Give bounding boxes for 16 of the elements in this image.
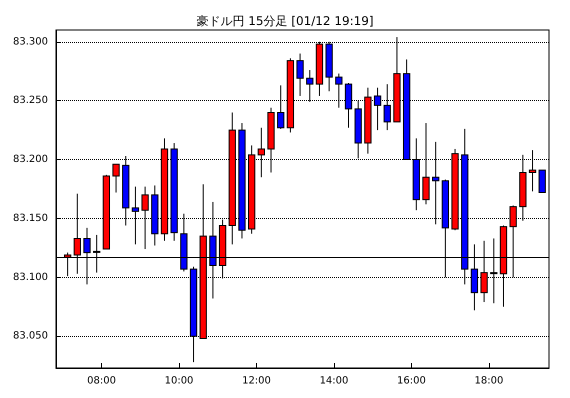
y-tick-label: 83.250 [13, 95, 48, 106]
x-tick-label: 14:00 [320, 376, 348, 386]
y-tick-label: 83.050 [13, 330, 48, 342]
chart-title: 豪ドル円 15分足 [01/12 19:19] [196, 14, 374, 28]
x-tick-label: 10:00 [164, 376, 194, 386]
x-tick-label: 16:00 [397, 376, 426, 386]
candlestick [112, 164, 120, 194]
candlestick [538, 170, 546, 194]
y-tick-label: 83.100 [13, 272, 48, 283]
y-tick-label: 83.150 [13, 212, 48, 224]
y-tick-label: 83.300 [13, 36, 48, 48]
candlestick [296, 53, 304, 96]
x-tick-label: 18:00 [474, 376, 504, 386]
x-tick-label: 12:00 [242, 376, 271, 386]
y-tick-label: 83.200 [13, 154, 48, 166]
x-tick-label: 08:00 [87, 376, 116, 386]
